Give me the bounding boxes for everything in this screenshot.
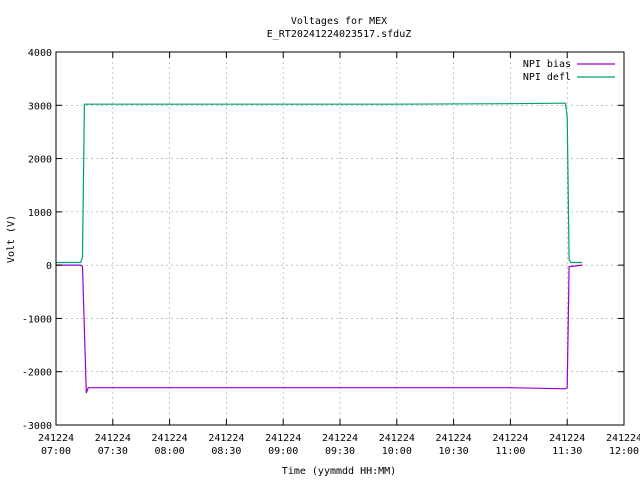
x-tick-time: 10:00 (382, 446, 412, 457)
x-tick-date: 241224 (549, 433, 585, 444)
grid-lines (56, 52, 624, 425)
x-tick-date: 241224 (379, 433, 415, 444)
axis-ticks (55, 51, 625, 426)
x-tick-date: 241224 (606, 433, 640, 444)
y-tick-label: 0 (46, 261, 52, 272)
x-tick-time: 07:00 (41, 446, 71, 457)
x-tick-time: 10:30 (439, 446, 469, 457)
y-tick-label: -3000 (22, 421, 52, 432)
x-tick-time: 11:30 (552, 446, 582, 457)
chart-subtitle: E_RT20241224023517.sfduZ (267, 29, 412, 40)
x-tick-date: 241224 (208, 433, 244, 444)
y-tick-label: 2000 (28, 155, 52, 166)
y-tick-label: -2000 (22, 368, 52, 379)
x-tick-time: 09:00 (268, 446, 298, 457)
x-tick-time: 08:30 (211, 446, 241, 457)
y-tick-labels: 4000 3000 2000 1000 0 -1000 -2000 -3000 (22, 48, 52, 432)
x-tick-date: 241224 (436, 433, 472, 444)
chart-title: Voltages for MEX (291, 16, 387, 27)
y-tick-label: 4000 (28, 48, 52, 59)
y-tick-label: -1000 (22, 314, 52, 325)
x-tick-time: 09:30 (325, 446, 355, 457)
series-line-npi-bias (56, 264, 583, 394)
y-tick-label: 1000 (28, 208, 52, 219)
x-tick-date: 241224 (38, 433, 74, 444)
x-tick-date: 241224 (95, 433, 131, 444)
x-tick-date: 241224 (492, 433, 528, 444)
legend-label: NPI bias (523, 59, 571, 70)
series-line-npi-defl (56, 102, 583, 264)
x-tick-labels: 241224 07:00 241224 07:30 241224 08:00 241224 0… (38, 433, 640, 457)
legend-label: NPI defl (523, 72, 571, 83)
y-axis-label: Volt (V) (6, 215, 17, 263)
x-tick-time: 11:00 (495, 446, 525, 457)
y-tick-label: 3000 (28, 101, 52, 112)
x-tick-date: 241224 (265, 433, 301, 444)
x-tick-time: 12:00 (609, 446, 639, 457)
x-tick-time: 07:30 (98, 446, 128, 457)
x-tick-time: 08:00 (155, 446, 185, 457)
series-layer (56, 102, 583, 394)
x-tick-date: 241224 (322, 433, 358, 444)
legend: NPI bias NPI defl (523, 59, 615, 83)
x-tick-date: 241224 (152, 433, 188, 444)
x-axis-label: Time (yymmdd HH:MM) (282, 466, 396, 477)
